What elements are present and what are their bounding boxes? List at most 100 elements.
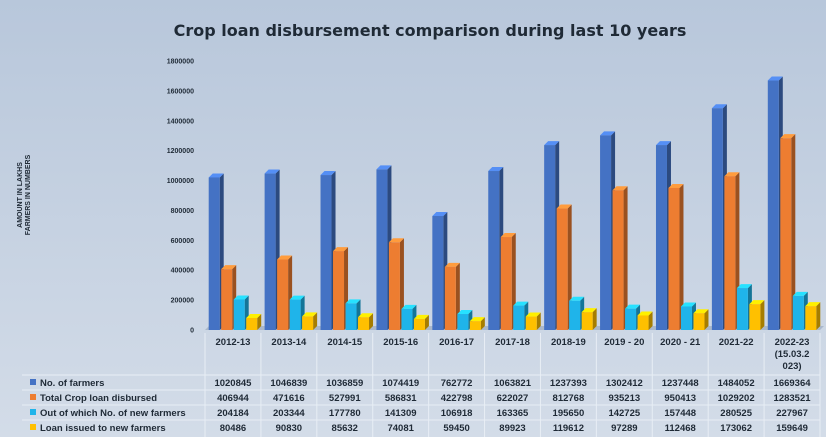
bar-top <box>612 186 628 191</box>
legend-entry: No. of farmers <box>40 378 104 389</box>
legend-entry: Out of which No. of new farmers <box>40 408 186 419</box>
table-cell: 74081 <box>387 423 414 434</box>
bar <box>413 314 429 330</box>
x-tick-label: 2015-16 <box>383 337 418 348</box>
table-cell: 935213 <box>608 393 640 404</box>
bar-front <box>668 187 680 330</box>
y-tick-label: 1200000 <box>167 148 194 155</box>
bar <box>388 238 404 330</box>
bar-front <box>469 321 481 330</box>
x-tick-label: 2017-18 <box>495 337 530 348</box>
bar <box>581 308 597 330</box>
bar <box>556 204 572 330</box>
table-cell: 177780 <box>329 408 361 419</box>
data-table: 2012-13 2013-14 2014-15 2015-16 2016-17 2017-… <box>22 333 821 437</box>
legend-swatch <box>30 379 36 385</box>
bar-side <box>592 308 597 330</box>
y-tick-label: 600000 <box>171 238 194 245</box>
bar-front <box>581 312 593 330</box>
bar-top <box>233 295 249 300</box>
y-axis-label-line: FARMERS IN NUMBERS <box>25 154 32 235</box>
bar-top <box>469 317 485 322</box>
bar <box>612 186 628 330</box>
x-tick-label: 2016-17 <box>439 337 474 348</box>
bar-front <box>637 315 649 330</box>
bar-top <box>457 310 473 315</box>
table-cell: 90830 <box>276 423 302 434</box>
table-cell: 106918 <box>441 408 473 419</box>
bar-top <box>780 134 796 139</box>
bar-side <box>791 134 796 330</box>
bar-side <box>313 312 318 330</box>
bar-side <box>816 302 821 330</box>
table-cell: 119612 <box>553 423 584 434</box>
table-cell: 1046839 <box>270 378 307 389</box>
bar-top <box>432 212 448 217</box>
bar-front <box>556 208 568 330</box>
bar-front <box>221 269 233 330</box>
table-cell: 157448 <box>664 408 696 419</box>
bar-front <box>444 266 456 330</box>
table-cell: 195650 <box>553 408 585 419</box>
bar-front <box>612 190 624 330</box>
bar-side <box>257 313 262 330</box>
y-tick-label: 0 <box>190 328 194 335</box>
bar-front <box>246 317 258 330</box>
table-cell: 97289 <box>611 423 637 434</box>
table-cell: 1237393 <box>550 378 587 389</box>
x-tick-label: 2020 - 21 <box>660 337 701 348</box>
bar-top <box>277 255 293 260</box>
bar <box>668 183 684 330</box>
bar-top <box>600 131 616 136</box>
table-cell: 1302412 <box>606 378 643 389</box>
bar-top <box>513 301 529 306</box>
x-tick-label: 2022-23 <box>775 337 810 348</box>
table-cell: 1020845 <box>214 378 252 389</box>
bar-top <box>289 295 305 300</box>
bar-front <box>500 237 512 330</box>
legend-swatch <box>30 424 36 430</box>
bar-front <box>388 242 400 330</box>
x-tick-label: 2012-13 <box>216 337 251 348</box>
bar-front <box>432 216 444 330</box>
bar-top <box>345 299 361 304</box>
bar-side <box>760 300 765 330</box>
table-cell: 173062 <box>720 423 752 434</box>
table-cell: 471616 <box>273 393 305 404</box>
bar-top <box>736 284 752 289</box>
bar-top <box>680 302 696 307</box>
bar-front <box>289 299 301 330</box>
bar-front <box>401 308 413 330</box>
table-cell: 1283521 <box>774 393 812 404</box>
bar <box>637 311 653 330</box>
bar-side <box>424 314 429 330</box>
x-tick-label: 2021-22 <box>719 337 754 348</box>
bar-top <box>320 171 336 176</box>
bar-front <box>724 176 736 330</box>
y-tick-label: 1800000 <box>167 59 194 66</box>
bar <box>749 300 765 330</box>
bar-front <box>488 171 500 330</box>
bar-side <box>480 317 485 330</box>
y-axis-label: AMOUNT IN LAKHS FARMERS IN NUMBERS <box>17 154 32 235</box>
bar-front <box>345 303 357 330</box>
bar-top <box>401 304 417 309</box>
table-cell: 80486 <box>220 423 246 434</box>
bar-front <box>302 316 314 330</box>
y-tick-label: 200000 <box>171 298 194 305</box>
table-cell: 812768 <box>553 393 585 404</box>
table-cell: 1074419 <box>382 378 419 389</box>
table-cell: 142725 <box>608 408 640 419</box>
table-cell: 59450 <box>443 423 469 434</box>
bar-top <box>221 265 237 270</box>
table-cell: 622027 <box>497 393 529 404</box>
bar-top <box>376 165 392 170</box>
table-cell: 85632 <box>332 423 358 434</box>
bar-front <box>693 313 705 330</box>
bar-top <box>581 308 597 313</box>
bar-front <box>277 259 289 330</box>
bar <box>469 317 485 330</box>
bar-top <box>544 141 560 146</box>
bar <box>246 313 262 330</box>
